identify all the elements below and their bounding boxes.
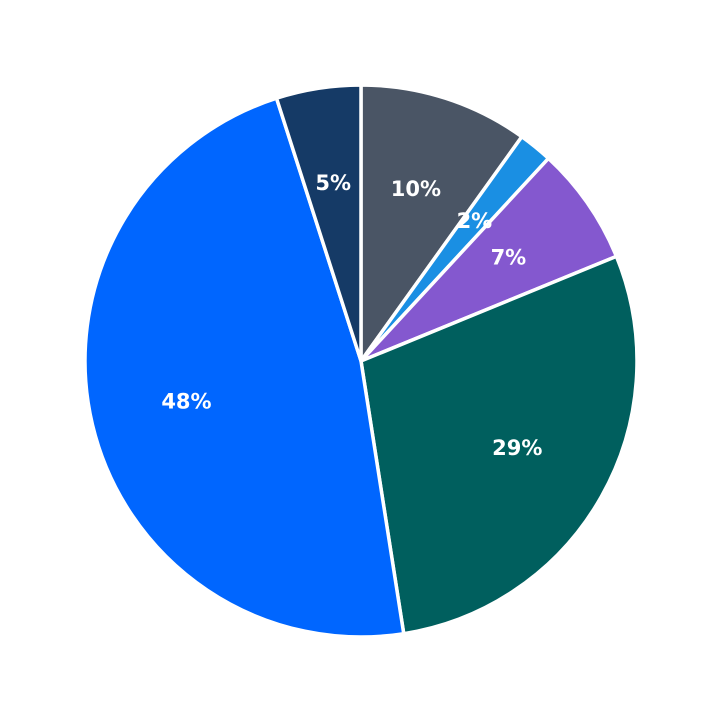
data-label: 48% [161,389,211,413]
data-label: 2% [457,209,493,233]
pie-slice [359,156,619,363]
data-label: 29% [492,436,542,460]
data-label: 10% [391,177,441,201]
pie-slice [274,83,363,363]
data-label: 5% [315,171,351,195]
pie-slice [359,254,639,636]
data-label: 7% [491,246,527,270]
pie-slice [83,96,406,639]
pie-slice [359,83,524,363]
